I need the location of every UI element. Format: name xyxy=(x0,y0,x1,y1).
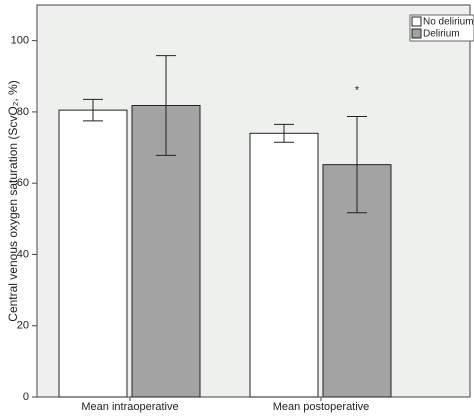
x-tick-label: Mean postoperative xyxy=(273,401,370,413)
y-tick-label: 20 xyxy=(17,320,29,332)
y-tick-label: 80 xyxy=(17,106,29,118)
y-tick-label: 40 xyxy=(17,248,29,260)
bar xyxy=(58,109,128,398)
y-tick-label: 0 xyxy=(23,391,29,403)
legend-label: Delirium xyxy=(423,29,460,40)
annotation: * xyxy=(355,84,360,96)
y-tick-label: 100 xyxy=(11,35,29,47)
bar xyxy=(249,132,319,398)
legend-label: No delirium xyxy=(423,17,474,28)
legend-swatch xyxy=(411,28,422,39)
legend-swatch xyxy=(411,16,422,27)
y-tick-label: 60 xyxy=(17,177,29,189)
y-axis-label: Central venous oxygen saturation (ScvO₂,… xyxy=(6,80,20,321)
x-tick-label: Mean intraoperative xyxy=(81,401,178,413)
